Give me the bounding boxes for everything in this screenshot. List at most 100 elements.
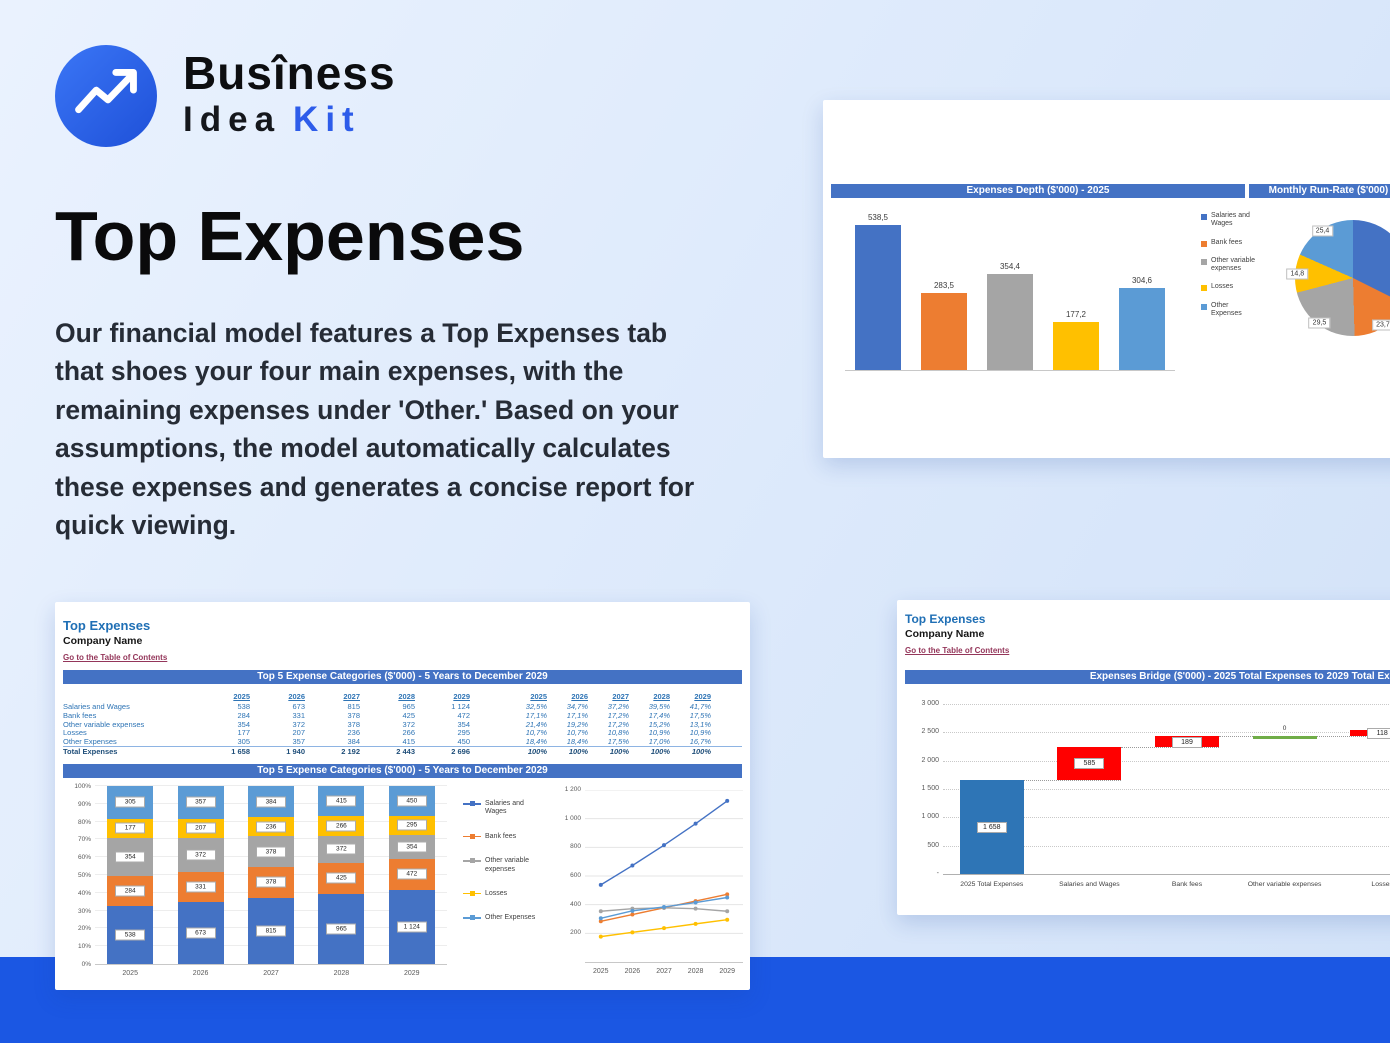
year-header: 2028 (653, 691, 670, 701)
legend-marker (470, 858, 475, 864)
percent-cell: 39,5% (648, 701, 670, 711)
waterfall-bar (1252, 736, 1317, 739)
y-axis-label: 1 500 (921, 785, 939, 792)
percent-cell: 17,2% (607, 719, 629, 729)
top5-chart-legend: Salaries and Wages Bank fees Other variabl… (463, 800, 545, 939)
segment-data-label: 372 (185, 849, 216, 861)
y-axis-label: 70% (77, 836, 91, 844)
value-cell: 378 (347, 710, 360, 720)
x-axis-label: Losses (1371, 881, 1390, 888)
x-axis-label: 2025 Total Expenses (960, 881, 1024, 888)
x-axis-label: 2028 (333, 970, 350, 977)
gridline (943, 704, 1390, 705)
gridline (943, 845, 1390, 847)
value-cell: 177 (237, 728, 250, 738)
runrate-header: Monthly Run-Rate ($'000) - 2025 (1249, 184, 1390, 198)
year-header: 2029 (453, 691, 470, 701)
total-percent-cell: 100% (527, 746, 547, 756)
pie-data-label: 14,8 (1286, 268, 1309, 280)
value-cell: 236 (347, 728, 360, 738)
x-axis-label: 2027 (656, 968, 672, 975)
table-total-row: Total Expenses 1 658 1 940 2 192 2 443 2 696 1… (63, 745, 742, 756)
legend-marker (470, 915, 475, 921)
legend-label: Other variable expenses (485, 857, 529, 873)
legend-item: Other variable expenses (463, 857, 545, 874)
legend-line-icon (463, 833, 481, 841)
legend-item: Losses (1201, 283, 1257, 292)
top5-chart-header: Top 5 Expense Categories ($'000) - 5 Yea… (63, 764, 742, 778)
brand-name-kit: Kit (293, 100, 361, 140)
legend-line-icon (463, 857, 481, 865)
value-cell: 450 (457, 737, 470, 747)
company-name: Company Name (63, 635, 143, 647)
brand-subname: Idea Kit (183, 100, 396, 140)
y-axis-label: 400 (570, 900, 581, 908)
total-value-cell: 2 443 (396, 746, 415, 756)
x-axis-label: 2025 (122, 970, 138, 977)
value-cell: 357 (292, 737, 305, 747)
trend-arrow-icon (75, 69, 137, 114)
bar-data-label: 118 (1367, 727, 1390, 739)
segment-data-label: 472 (396, 868, 427, 880)
depth-bar-data-label: 538,5 (867, 212, 889, 222)
total-percent-cell: 100% (568, 746, 588, 756)
y-axis-label: 2 000 (921, 756, 939, 764)
brand-wordmark: Busîness Idea Kit (183, 45, 396, 140)
percent-cell: 37,2% (607, 701, 629, 711)
segment-data-label: 354 (396, 841, 427, 853)
sheet-header: Top Expenses Company Name Go to the Tabl… (63, 618, 167, 665)
y-axis-label: 10% (77, 943, 91, 951)
table-row: Other variable expenses 354 372 378 372 354 21… (63, 720, 742, 729)
y-axis-label: 1 000 (564, 814, 581, 822)
table-row: Losses 177 207 236 266 295 10,7% 10,7% 10,8% 10,9… (63, 728, 742, 737)
percent-cell: 10,8% (607, 728, 629, 738)
percent-cell: 32,5% (525, 701, 547, 711)
segment-data-label: 295 (396, 819, 427, 831)
year-header: 2025 (233, 691, 250, 701)
total-percent-cell: 100% (650, 746, 670, 756)
percent-cell: 10,9% (689, 728, 711, 738)
x-axis-label: 2027 (263, 970, 279, 977)
row-label: Bank fees (63, 710, 97, 720)
top5-line-chart: 200 400 600 800 1 000 1 200 2025 2026 2027 2028 20… (565, 786, 743, 975)
y-axis-label: 800 (570, 843, 581, 851)
legend-label: Other Expenses (485, 914, 536, 922)
legend-label: Other variable expenses (1211, 256, 1255, 272)
segment-data-label: 378 (256, 876, 286, 888)
row-label: Losses (63, 728, 87, 738)
value-cell: 284 (237, 710, 250, 720)
legend-item: Salaries and Wages (1201, 212, 1257, 229)
table-row: Salaries and Wages 538 673 815 965 1 124 32,5%… (63, 702, 742, 711)
legend-marker (470, 801, 475, 806)
gridline (943, 789, 1390, 790)
segment-data-label: 425 (326, 872, 357, 884)
value-cell: 378 (347, 719, 360, 729)
percent-cell: 10,7% (525, 728, 547, 738)
percent-cell: 21,4% (525, 719, 547, 729)
connector-line (1316, 736, 1390, 738)
legend-label: Bank fees (485, 832, 517, 840)
legend-label: Salaries and Wages (485, 800, 524, 816)
year-header: 2027 (612, 691, 629, 701)
percent-cell: 18,4% (525, 737, 547, 747)
total-value-cell: 1 940 (286, 746, 305, 756)
depth-bar (1053, 322, 1099, 370)
brand-logo: Busîness Idea Kit (55, 45, 396, 147)
expenses-bridge-waterfall-chart: 3 000 2 500 2 000 1 500 1 000 500 - 1 658 2025 T… (921, 700, 1390, 888)
gridline (943, 760, 1390, 762)
sheet-title: Top Expenses (63, 618, 151, 633)
y-axis-label: 30% (77, 907, 91, 915)
connector-line (1023, 780, 1122, 782)
sheet-header: Top Expenses Company Name Go to the Tabl… (905, 612, 1009, 658)
bridge-header: Expenses Bridge ($'000) - 2025 Total Exp… (905, 670, 1390, 684)
segment-data-label: 236 (256, 821, 286, 833)
value-cell: 305 (237, 737, 250, 747)
total-value-cell: 1 658 (231, 746, 250, 756)
y-axis-label: 1 200 (564, 786, 581, 793)
toc-link[interactable]: Go to the Table of Contents (905, 646, 1010, 655)
legend-swatch (1201, 214, 1207, 220)
pie-data-label: 23,7 (1372, 319, 1390, 331)
segment-data-label: 1 124 (396, 921, 427, 933)
toc-link[interactable]: Go to the Table of Contents (63, 653, 168, 662)
top5-expense-table: 2025 2026 2027 2028 2029 2025 2026 2027 2028 2029… (63, 690, 742, 756)
